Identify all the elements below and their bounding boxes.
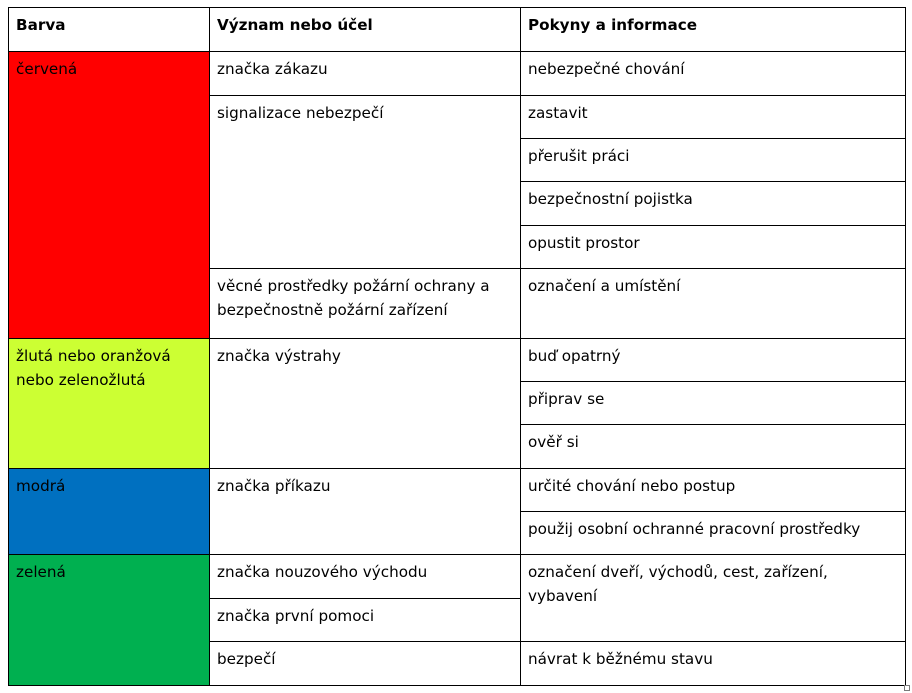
- table-row: červená značka zákazu nebezpečné chování: [8, 51, 906, 339]
- instruction-cell: zastavit: [520, 95, 906, 139]
- instruction-cell: opustit prostor: [520, 225, 906, 269]
- table-row: bezpečnostní pojistka: [9, 181, 906, 226]
- table-row: opustit prostor: [9, 225, 906, 269]
- instruction-cell: buď opatrný: [520, 338, 906, 382]
- table-header-row: Barva Význam nebo účel Pokyny a informac…: [8, 7, 906, 52]
- color-meaning-table: Barva Význam nebo účel Pokyny a informac…: [8, 7, 906, 686]
- header-meaning: Význam nebo účel: [209, 7, 521, 52]
- meaning-cell: značka výstrahy: [209, 338, 521, 469]
- meaning-cell: bezpečí: [209, 641, 521, 686]
- instruction-cell: označení dveří, východů, cest, zařízení,…: [520, 554, 906, 642]
- resize-handle[interactable]: [904, 685, 910, 691]
- table-row: žlutá nebo oranžová nebo zelenožlutá zna…: [8, 338, 906, 469]
- instruction-cell: nebezpečné chování: [520, 51, 906, 96]
- instruction-cell: přerušit práci: [520, 138, 906, 182]
- color-cell-red: červená: [8, 51, 210, 339]
- meaning-cell: věcné prostředky požární ochrany a bezpe…: [209, 268, 521, 339]
- table-row: použij osobní ochranné pracovní prostřed…: [9, 511, 906, 555]
- instruction-cell: bezpečnostní pojistka: [520, 181, 906, 226]
- header-instructions: Pokyny a informace: [520, 7, 906, 52]
- meaning-cell: značka nouzového východu: [209, 554, 521, 599]
- table-row: bezpečí návrat k běžnému stavu: [9, 641, 906, 686]
- table-row: věcné prostředky požární ochrany a bezpe…: [9, 268, 906, 339]
- instruction-cell: ověř si: [520, 424, 906, 469]
- table-row: modrá značka příkazu určité chování nebo…: [8, 468, 906, 555]
- instruction-cell: určité chování nebo postup: [520, 468, 906, 512]
- instruction-cell: použij osobní ochranné pracovní prostřed…: [520, 511, 906, 555]
- header-color: Barva: [8, 7, 210, 52]
- meaning-cell: signalizace nebezpečí: [209, 95, 521, 269]
- meaning-cell: značka první pomoci: [209, 598, 521, 642]
- color-cell-green: zelená: [8, 554, 210, 686]
- color-cell-yellow: žlutá nebo oranžová nebo zelenožlutá: [8, 338, 210, 469]
- table-row: značka první pomoci: [9, 598, 906, 642]
- table-row: signalizace nebezpečí zastavit: [9, 95, 906, 269]
- table-row: připrav se: [9, 381, 906, 425]
- instruction-cell: připrav se: [520, 381, 906, 425]
- table-row: zelená značka nouzového východu označení…: [8, 554, 906, 686]
- instruction-cell: označení a umístění: [520, 268, 906, 339]
- meaning-cell: značka příkazu: [209, 468, 521, 555]
- instruction-cell: návrat k běžnému stavu: [520, 641, 906, 686]
- color-cell-blue: modrá: [8, 468, 210, 555]
- meaning-cell: značka zákazu: [209, 51, 521, 96]
